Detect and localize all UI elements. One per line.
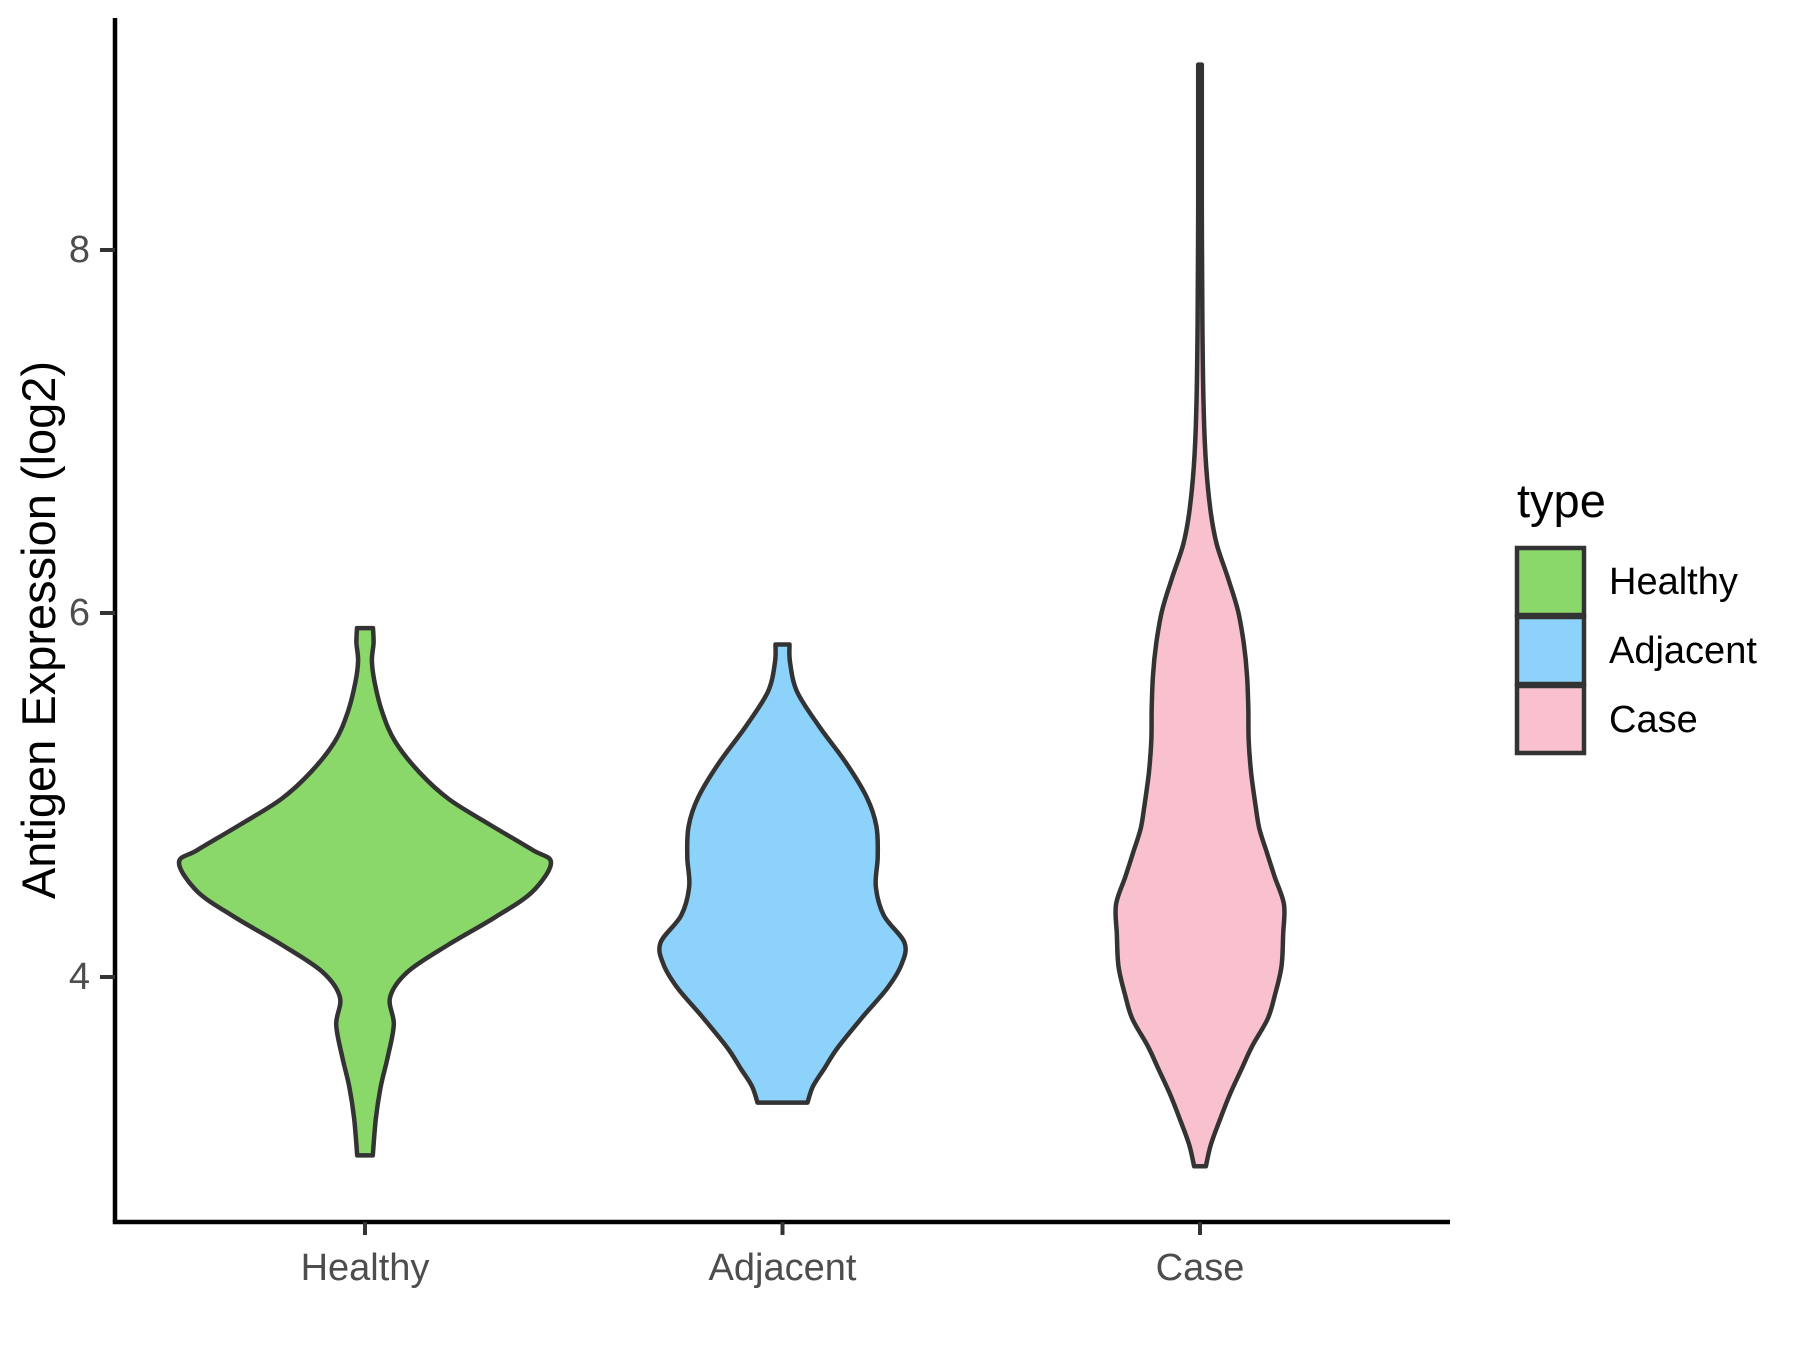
violin-case xyxy=(1113,62,1287,1169)
violin-healthy xyxy=(176,625,554,1158)
violins xyxy=(176,62,1287,1169)
y-ticks: 8 6 4 xyxy=(69,229,115,998)
x-ticks: Healthy Adjacent Case xyxy=(301,1222,1245,1289)
legend-label-adjacent: Adjacent xyxy=(1609,630,1757,672)
legend-key-case-swatch xyxy=(1514,683,1587,756)
y-tick-label-6: 6 xyxy=(69,592,90,634)
y-axis-title: Antigen Expression (log2) xyxy=(12,361,65,899)
legend-key-healthy-swatch xyxy=(1514,545,1587,618)
legend-title: type xyxy=(1517,474,1606,527)
legend: type Healthy Adjacent Case xyxy=(1514,474,1757,756)
legend-entry-adjacent: Adjacent xyxy=(1514,614,1757,687)
violin-adjacent xyxy=(657,642,908,1105)
x-tick-label-healthy: Healthy xyxy=(301,1247,430,1289)
legend-entry-healthy: Healthy xyxy=(1514,545,1738,618)
legend-label-healthy: Healthy xyxy=(1609,561,1738,603)
legend-entry-case: Case xyxy=(1514,683,1698,756)
panel: 8 6 4 Healthy Adjacent Case Antigen Expr… xyxy=(12,18,1450,1289)
x-tick-label-case: Case xyxy=(1156,1247,1245,1289)
legend-label-case: Case xyxy=(1609,699,1698,741)
y-tick-label-8: 8 xyxy=(69,229,90,271)
y-tick-label-4: 4 xyxy=(69,956,90,998)
legend-key-adjacent-swatch xyxy=(1514,614,1587,687)
x-tick-label-adjacent: Adjacent xyxy=(709,1247,857,1289)
